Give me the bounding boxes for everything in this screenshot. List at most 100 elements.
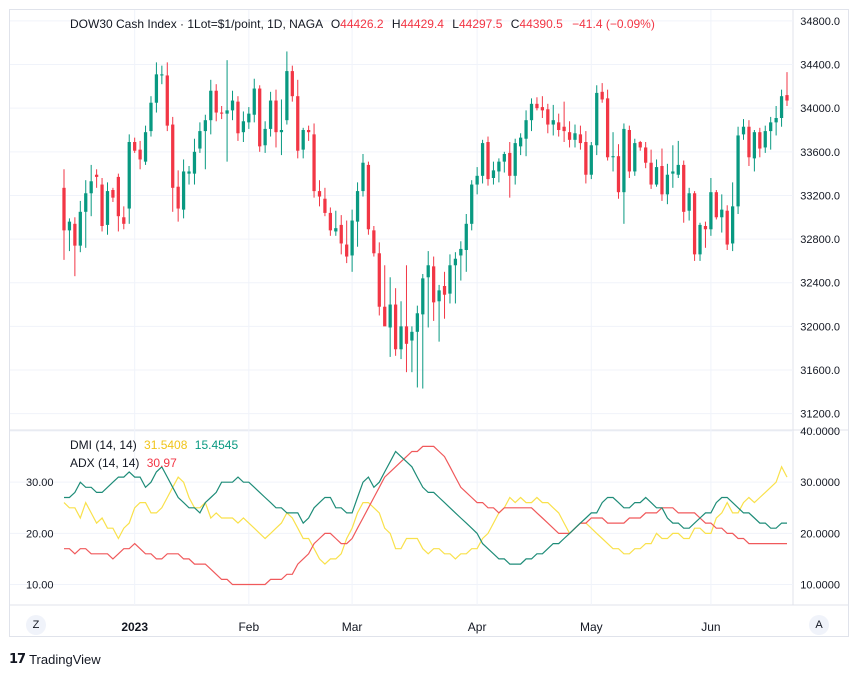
- candle-body: [312, 134, 316, 192]
- candle-body: [296, 96, 300, 151]
- adx-line: [64, 445, 787, 586]
- candle-body: [453, 258, 458, 266]
- candle-body: [725, 210, 729, 245]
- candle-body: [345, 244, 349, 257]
- tradingview-logo-icon: 17: [9, 651, 26, 667]
- candle-body: [94, 174, 99, 177]
- indicator-right-tick-label: 10.0000: [800, 580, 840, 592]
- candle-body: [508, 152, 512, 176]
- candle-body: [415, 313, 419, 332]
- candle-body: [687, 193, 691, 211]
- candle-body: [393, 304, 398, 350]
- indicator-left-tick-label: 30.00: [26, 477, 54, 489]
- dmi-minus-line: [64, 450, 787, 565]
- time-tick-label: May: [580, 620, 603, 634]
- candle-body: [247, 113, 251, 123]
- dmi-legend[interactable]: DMI (14, 14) 31.5408 15.4545: [70, 438, 238, 452]
- high-label: H: [391, 17, 401, 31]
- candle-body: [263, 128, 267, 146]
- candle-body: [535, 103, 539, 109]
- price-tick-label: 34400.0: [800, 60, 840, 72]
- dmi-plus-line: [63, 465, 788, 565]
- candle-body: [627, 130, 631, 172]
- close-value: 44390.5: [519, 17, 563, 31]
- tradingview-brand[interactable]: 17 TradingView: [9, 650, 101, 668]
- candle-body: [464, 223, 468, 250]
- candle-body: [410, 331, 414, 341]
- candle-body: [84, 193, 88, 212]
- high-value: 44429.4: [400, 17, 444, 31]
- candle-body: [290, 71, 294, 97]
- chart-frame[interactable]: [9, 9, 849, 637]
- candle-body: [551, 120, 555, 125]
- candle-body: [404, 326, 409, 344]
- candle-body: [78, 211, 82, 246]
- candle-body: [774, 118, 778, 123]
- candle-body: [279, 130, 284, 133]
- price-tick-label: 33200.0: [800, 190, 840, 202]
- reset-zoom-button[interactable]: Z: [26, 615, 46, 635]
- candle-body: [573, 133, 577, 140]
- candle-body: [133, 142, 137, 151]
- low-label: L: [452, 17, 459, 31]
- candle-body: [138, 149, 142, 160]
- candle-body: [698, 224, 702, 255]
- candle-body: [198, 131, 202, 149]
- candle-body: [633, 143, 637, 172]
- candle-body: [557, 122, 561, 130]
- open-label: O: [330, 17, 341, 31]
- candle-body: [350, 220, 354, 256]
- price-tick-label: 34800.0: [800, 16, 840, 28]
- candle-body: [62, 187, 66, 231]
- candle-body: [220, 112, 224, 114]
- adx-legend[interactable]: ADX (14, 14) 30.97: [70, 456, 177, 470]
- candle-body: [432, 266, 436, 303]
- candle-body: [752, 132, 757, 159]
- candle-body: [519, 137, 523, 147]
- indicator-left-tick-label: 20.00: [26, 528, 54, 540]
- candle-body: [268, 100, 273, 129]
- adx-value: 30.97: [146, 456, 177, 470]
- candle-body: [589, 145, 593, 175]
- candle-body: [459, 248, 463, 256]
- candle-body: [149, 102, 153, 132]
- candle-body: [209, 90, 213, 121]
- candle-body: [622, 128, 626, 193]
- candle-body: [769, 122, 773, 132]
- indicator-right-tick-label: 40.0000: [800, 426, 840, 438]
- candle-body: [334, 228, 338, 232]
- candle-body: [546, 109, 550, 125]
- candle-body: [491, 170, 496, 178]
- candle-body: [176, 186, 180, 209]
- candle-body: [165, 75, 169, 126]
- candle-body: [258, 88, 262, 147]
- candle-body: [480, 143, 485, 176]
- candle-body: [682, 164, 686, 212]
- candle-body: [709, 192, 713, 230]
- symbol-legend[interactable]: DOW30 Cash Index · 1Lot=$1/point, 1D, NA…: [70, 17, 655, 31]
- candle-body: [236, 101, 240, 134]
- brand-name: TradingView: [29, 651, 101, 667]
- candle-body: [383, 306, 387, 327]
- candle-body: [230, 100, 235, 111]
- candle-body: [192, 151, 197, 174]
- candle-body: [366, 164, 371, 230]
- candle-body: [323, 198, 327, 213]
- candle-body: [638, 142, 642, 148]
- candle-body: [731, 206, 735, 244]
- candle-body: [665, 174, 670, 195]
- candle-body: [388, 304, 392, 328]
- candle-body: [105, 191, 110, 225]
- price-tick-label: 34000.0: [800, 103, 840, 115]
- candle-body: [616, 156, 621, 193]
- candle-body: [421, 278, 425, 315]
- candle-body: [513, 143, 517, 176]
- auto-scale-button[interactable]: A: [809, 615, 829, 635]
- candle-body: [736, 135, 740, 207]
- candle-body: [562, 126, 566, 132]
- candle-body: [529, 103, 534, 121]
- candle-body: [372, 230, 376, 254]
- candle-body: [644, 147, 648, 163]
- candle-body: [567, 132, 572, 140]
